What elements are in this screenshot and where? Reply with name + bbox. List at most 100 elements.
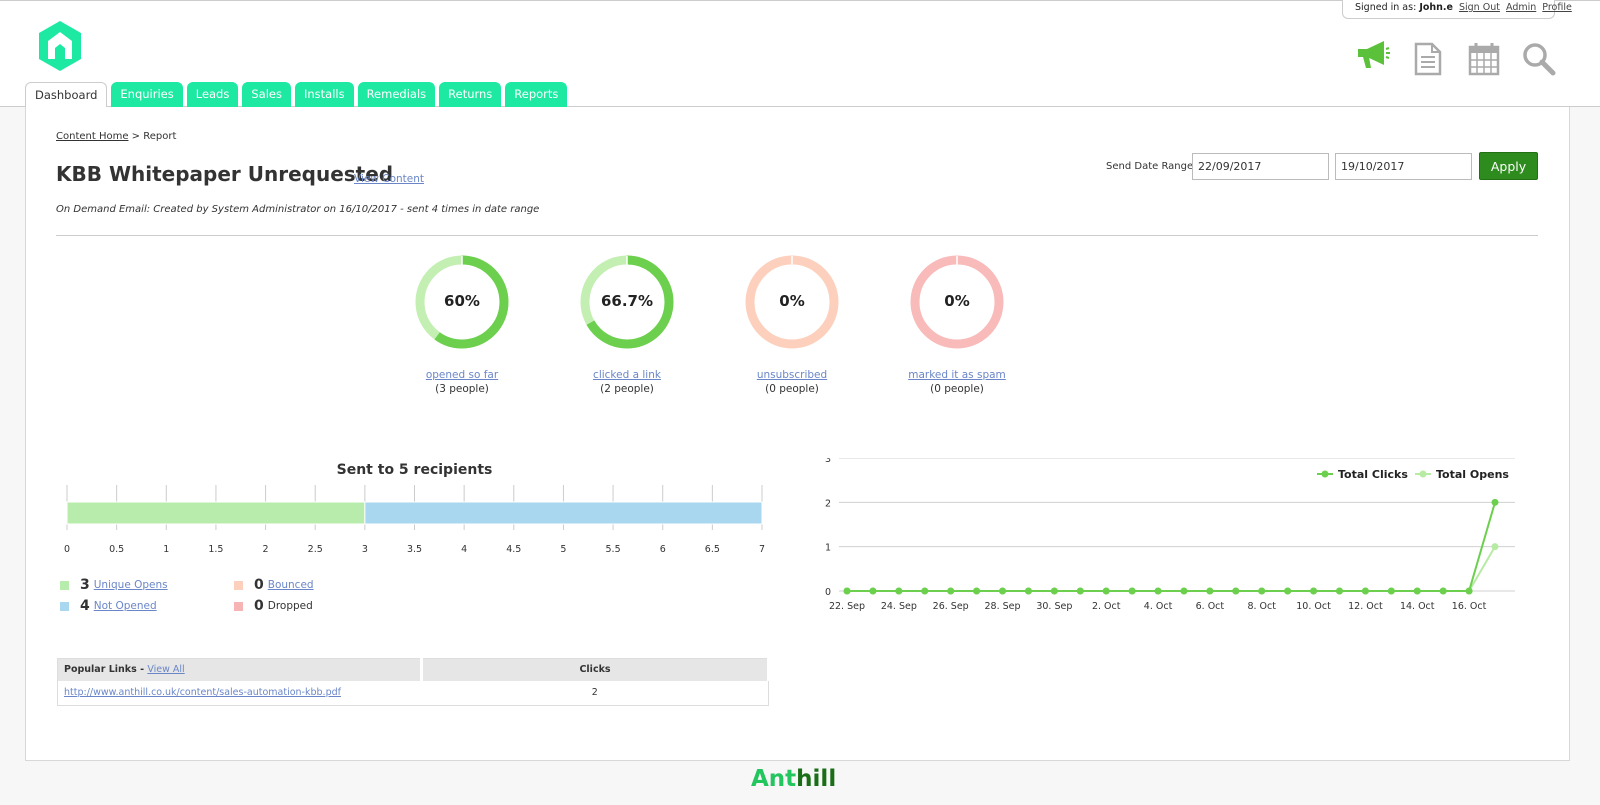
divider	[56, 235, 1538, 236]
data-point[interactable]	[895, 587, 903, 595]
line-x-tick-label: 16. Oct	[1452, 601, 1487, 612]
line-x-tick-label: 8. Oct	[1247, 601, 1276, 612]
legend-bounced: 0 Bounced	[234, 577, 314, 593]
data-point[interactable]	[947, 587, 955, 595]
data-point[interactable]	[1154, 587, 1162, 595]
data-point[interactable]	[1102, 587, 1110, 595]
data-point[interactable]	[843, 587, 851, 595]
admin-link[interactable]: Admin	[1505, 2, 1537, 13]
stat-percent: 0%	[779, 292, 805, 310]
tab-remedials[interactable]: Remedials	[357, 82, 436, 107]
legend-dropped: 0 Dropped	[234, 598, 313, 614]
signed-in-box: Signed in as: John.e Sign Out Admin Prof…	[1342, 0, 1572, 19]
footer-anthill-logo: Anthill	[751, 766, 836, 792]
data-point[interactable]	[1491, 498, 1499, 506]
data-point[interactable]	[1491, 543, 1499, 551]
legend-series-name: Total Clicks	[1338, 468, 1408, 481]
tab-installs[interactable]: Installs	[294, 82, 354, 107]
stat-donut: 66.7%	[580, 255, 674, 349]
clicks-cell: 2	[591, 687, 598, 699]
bar-segment-unique-opens[interactable]	[66, 501, 366, 525]
data-point[interactable]	[1387, 587, 1395, 595]
data-point[interactable]	[1465, 587, 1473, 595]
data-point[interactable]	[921, 587, 929, 595]
tab-leads[interactable]: Leads	[186, 82, 239, 107]
tab-enquiries[interactable]: Enquiries	[111, 82, 183, 107]
calendar-icon[interactable]	[1468, 42, 1500, 82]
line-y-tick-label: 0	[825, 587, 831, 598]
not-opened-link[interactable]: Not Opened	[93, 600, 157, 612]
bar-x-tick-label: 5	[560, 544, 566, 555]
table-header-row: Popular Links - View All Clicks	[57, 658, 770, 681]
dropped-label: Dropped	[267, 600, 313, 612]
data-point[interactable]	[1024, 587, 1032, 595]
date-to-input[interactable]	[1335, 153, 1472, 180]
data-point[interactable]	[999, 587, 1007, 595]
date-from-input[interactable]	[1192, 153, 1329, 180]
sign-out-link[interactable]: Sign Out	[1458, 2, 1500, 13]
data-point[interactable]	[1258, 587, 1266, 595]
bar-x-tick-label: 3.5	[407, 544, 422, 555]
data-point[interactable]	[973, 587, 981, 595]
data-point[interactable]	[1439, 587, 1447, 595]
legend-count: 3	[80, 577, 90, 593]
data-point[interactable]	[1076, 587, 1084, 595]
data-point[interactable]	[1128, 587, 1136, 595]
stat-percent: 60%	[444, 292, 480, 310]
data-point[interactable]	[1050, 587, 1058, 595]
apply-button[interactable]: Apply	[1479, 152, 1538, 180]
bounced-link[interactable]: Bounced	[267, 579, 314, 591]
anthill-logo[interactable]	[38, 20, 82, 72]
view-all-link[interactable]: View All	[147, 664, 185, 676]
legend-swatch	[60, 601, 69, 611]
data-point[interactable]	[1335, 587, 1343, 595]
line-x-tick-label: 10. Oct	[1296, 601, 1331, 612]
stat-people-count: (0 people)	[930, 383, 984, 395]
footer-brand-part1: Ant	[751, 766, 797, 792]
popular-links-table: Popular Links - View All Clicks http://w…	[57, 658, 770, 706]
page-subtitle: On Demand Email: Created by System Admin…	[56, 204, 540, 215]
data-point[interactable]	[1310, 587, 1318, 595]
line-legend-item[interactable]: Total Clicks	[1317, 468, 1408, 481]
breadcrumb-content-home[interactable]: Content Home	[56, 131, 129, 142]
data-point[interactable]	[1361, 587, 1369, 595]
bar-x-tick-label: 3	[362, 544, 368, 555]
bar-x-tick-label: 6	[660, 544, 666, 555]
view-content-link[interactable]: View Content	[354, 173, 425, 185]
data-point[interactable]	[1413, 587, 1421, 595]
profile-link[interactable]: Profile	[1542, 2, 1572, 13]
data-point[interactable]	[1180, 587, 1188, 595]
bar-x-tick-label: 1	[163, 544, 169, 555]
data-point[interactable]	[1206, 587, 1214, 595]
bar-segment-not-opened[interactable]	[364, 501, 763, 525]
search-icon[interactable]	[1522, 42, 1556, 82]
stat-label-link[interactable]: marked it as spam	[908, 369, 1006, 381]
tab-sales[interactable]: Sales	[242, 82, 291, 107]
send-date-range-label: Send Date Range:	[1106, 161, 1197, 172]
line-y-tick-label: 1	[825, 543, 831, 554]
popular-link-url[interactable]: http://www.anthill.co.uk/content/sales-a…	[64, 687, 341, 699]
donut-ring	[745, 255, 839, 349]
stat-label-link[interactable]: clicked a link	[593, 369, 661, 381]
tab-returns[interactable]: Returns	[439, 82, 502, 107]
data-point[interactable]	[1284, 587, 1292, 595]
line-y-tick-label: 3	[825, 458, 831, 465]
line-x-tick-label: 22. Sep	[829, 601, 865, 612]
stat-label-link[interactable]: opened so far	[425, 369, 499, 381]
data-point[interactable]	[1232, 587, 1240, 595]
document-icon[interactable]	[1413, 42, 1443, 82]
data-point[interactable]	[869, 587, 877, 595]
bar-x-tick-label: 0	[64, 544, 70, 555]
stat-percent: 66.7%	[600, 292, 654, 310]
line-legend-item[interactable]: Total Opens	[1415, 468, 1509, 481]
tab-reports[interactable]: Reports	[505, 82, 568, 107]
stat-label-link[interactable]: unsubscribed	[756, 369, 828, 381]
breadcrumb: Content Home > Report	[56, 131, 176, 142]
tab-dashboard[interactable]: Dashboard	[25, 82, 108, 108]
unique-opens-link[interactable]: Unique Opens	[93, 579, 168, 591]
popular-links-title: Popular Links -	[64, 664, 145, 676]
sent-chart-title: Sent to 5 recipients	[336, 462, 493, 478]
series-line-total-opens	[847, 546, 1496, 592]
megaphone-icon[interactable]	[1355, 38, 1391, 78]
signed-in-prefix: Signed in as:	[1355, 2, 1417, 13]
